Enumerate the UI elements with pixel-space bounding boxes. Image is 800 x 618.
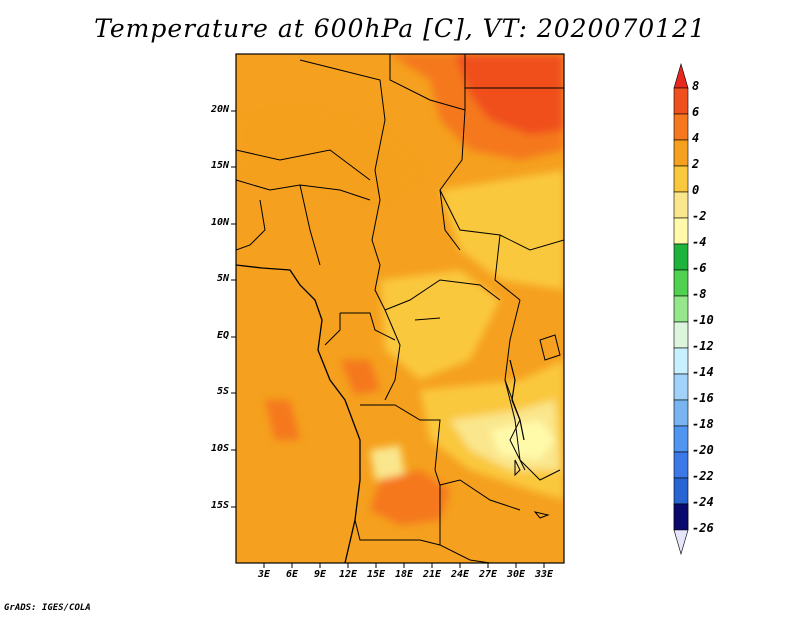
country-borders xyxy=(236,54,564,563)
colorbar-segment xyxy=(673,503,689,531)
lon-label: 30E xyxy=(506,569,526,580)
colorbar-label: -26 xyxy=(692,521,714,535)
colorbar-label: -24 xyxy=(692,495,714,509)
temperature-field xyxy=(236,54,564,563)
lat-label: 5S xyxy=(216,386,229,397)
colorbar-label: -6 xyxy=(692,261,707,275)
lon-label: 15E xyxy=(366,569,386,580)
lon-label: 18E xyxy=(394,569,414,580)
lat-label: 5N xyxy=(216,273,229,284)
lon-label: 3E xyxy=(257,569,271,580)
lat-label: 10S xyxy=(210,443,229,454)
colorbar-segment xyxy=(673,347,689,375)
colorbar-label: -12 xyxy=(692,339,714,353)
colorbar-segment xyxy=(673,243,689,271)
colorbar-segment xyxy=(673,165,689,193)
map-frame xyxy=(235,53,565,564)
colorbar-segment xyxy=(673,295,689,323)
colorbar-bottom-arrow xyxy=(673,529,689,556)
lon-label: 33E xyxy=(534,569,554,580)
colorbar-label: 6 xyxy=(692,105,700,119)
colorbar-label: -16 xyxy=(692,391,714,405)
colorbar-segment xyxy=(673,113,689,141)
colorbar-label: -2 xyxy=(692,209,707,223)
lon-label: 9E xyxy=(313,569,327,580)
colorbar-segment xyxy=(673,451,689,479)
lat-label: 10N xyxy=(210,217,229,228)
colorbar-label: 2 xyxy=(692,157,700,171)
colorbar-segment xyxy=(673,321,689,349)
lon-label: 12E xyxy=(338,569,358,580)
colorbar-top-arrow xyxy=(673,62,689,89)
colorbar-label: -20 xyxy=(692,443,714,457)
colorbar-label: -14 xyxy=(692,365,714,379)
lon-label: 27E xyxy=(478,569,498,580)
colorbar-segment xyxy=(673,217,689,245)
colorbar-label: -4 xyxy=(692,235,707,249)
lon-label: 24E xyxy=(450,569,470,580)
colorbar-label: 4 xyxy=(692,131,700,145)
colorbar-label: 8 xyxy=(692,79,700,93)
colorbar-label: -22 xyxy=(692,469,714,483)
colorbar-segment xyxy=(673,191,689,219)
colorbar-segment xyxy=(673,399,689,427)
colorbar-segment xyxy=(673,269,689,297)
colorbar-label: -18 xyxy=(692,417,714,431)
chart-title: Temperature at 600hPa [C], VT: 202007012… xyxy=(94,14,706,43)
lat-label: 15S xyxy=(210,500,229,511)
lat-label: 20N xyxy=(210,104,229,115)
lat-label: 15N xyxy=(210,160,229,171)
colorbar-segment xyxy=(673,477,689,505)
colorbar-label: 0 xyxy=(692,183,700,197)
colorbar-segment xyxy=(673,87,689,115)
credit-text: GrADS: IGES/COLA xyxy=(4,603,91,613)
colorbar-segment xyxy=(673,425,689,453)
colorbar xyxy=(673,62,689,556)
axis-ticks xyxy=(231,110,545,568)
colorbar-segment xyxy=(673,139,689,167)
colorbar-label: -8 xyxy=(692,287,707,301)
colorbar-segment xyxy=(673,373,689,401)
colorbar-label: -10 xyxy=(692,313,714,327)
lon-label: 6E xyxy=(285,569,299,580)
lon-label: 21E xyxy=(422,569,442,580)
lat-label: EQ xyxy=(216,330,229,341)
